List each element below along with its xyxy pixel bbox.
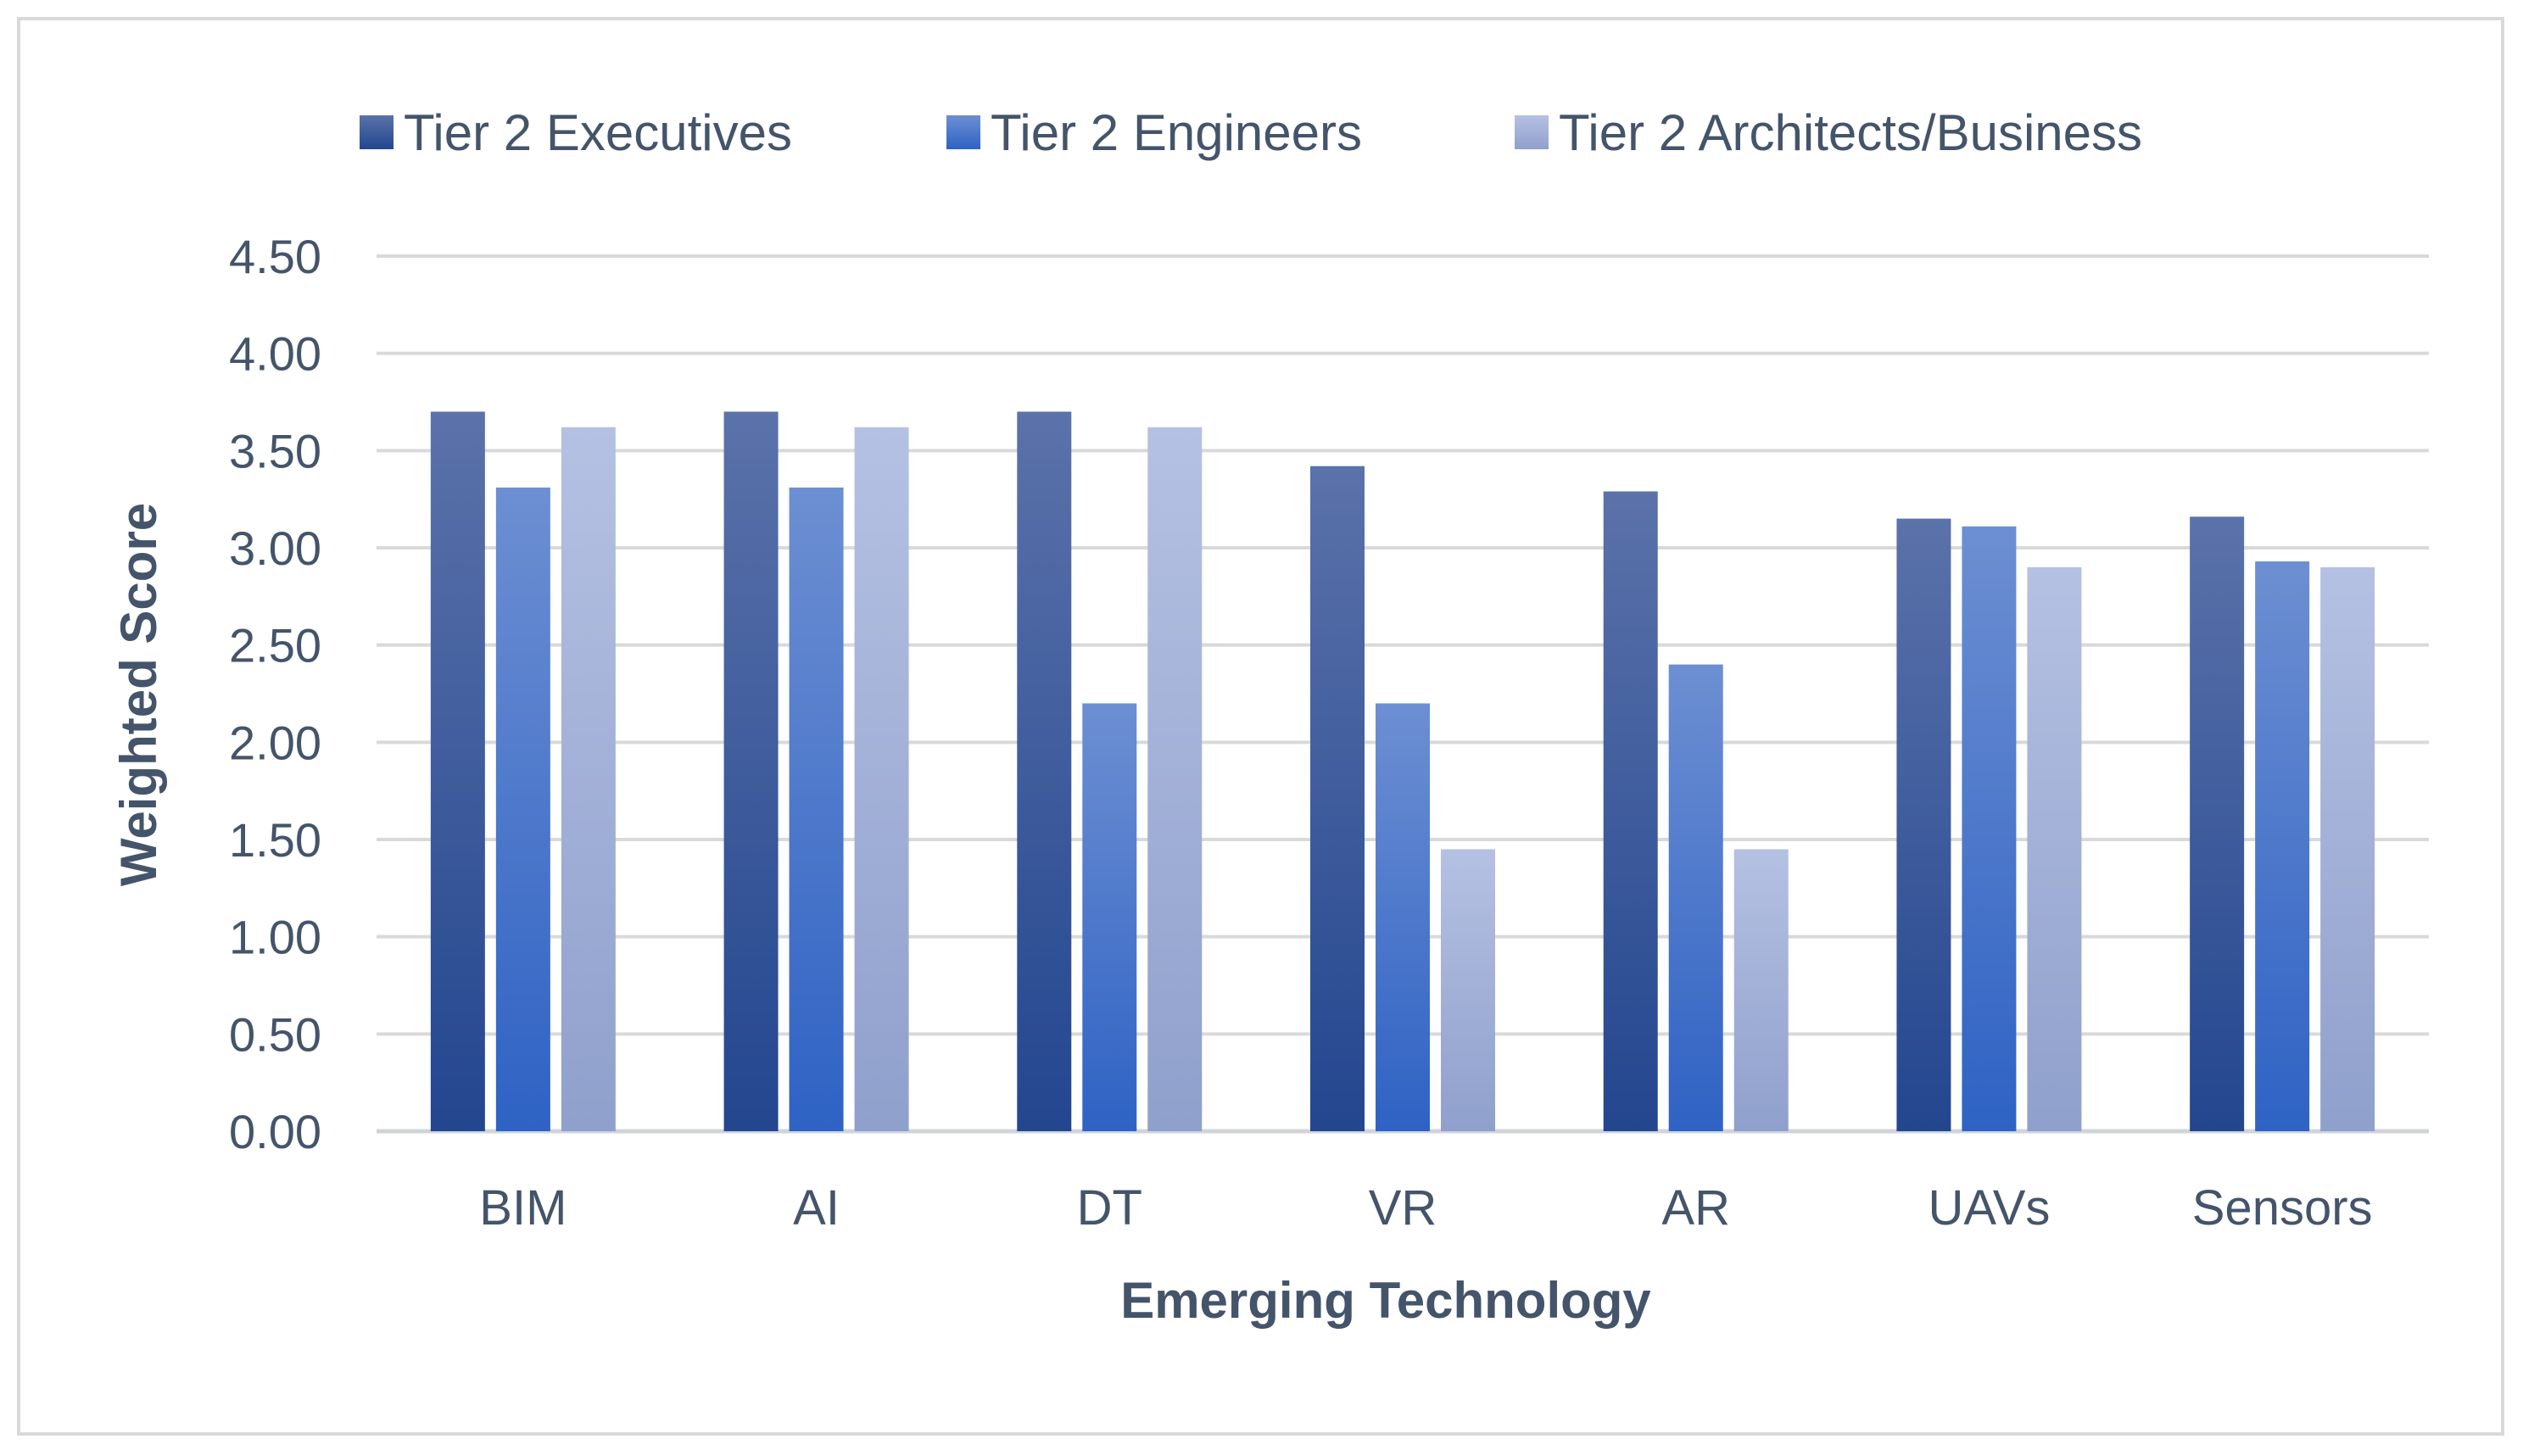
y-tick-label: 3.50 [229, 424, 321, 477]
bar-dt-series-1 [1017, 411, 1072, 1131]
y-axis-ticks: 0.00 0.50 1.00 1.50 2.00 2.50 3.00 3.50 4.00 4.50 [229, 230, 321, 1158]
bar-ar-series-2 [1668, 664, 1723, 1131]
bar-ar-series-3 [1733, 849, 1789, 1131]
x-axis-ticks: BIM AI DT VR AR UAVs Sensors [479, 1180, 2372, 1236]
chart-frame: Tier 2 Executives Tier 2 Engineers Tier 2 … [17, 17, 2504, 1436]
bar-vr-series-3 [1441, 849, 1495, 1131]
bar-sensors-series-3 [2320, 566, 2375, 1131]
bar-sensors-series-1 [2190, 516, 2245, 1131]
bar-ar-series-1 [1603, 491, 1658, 1131]
legend-label: Tier 2 Executives [404, 104, 792, 161]
x-tick-label: BIM [479, 1180, 567, 1236]
x-tick-label: AR [1661, 1180, 1730, 1236]
legend-label: Tier 2 Architects/Business [1559, 104, 2142, 161]
bar-vr-series-2 [1376, 703, 1430, 1131]
bar-chart: Tier 2 Executives Tier 2 Engineers Tier 2 … [110, 104, 2429, 1329]
y-tick-label: 1.50 [229, 813, 321, 867]
x-tick-label: DT [1077, 1180, 1142, 1236]
bar-vr-series-1 [1310, 466, 1365, 1131]
y-tick-label: 3.00 [229, 522, 321, 575]
legend-swatch [946, 115, 980, 149]
bar-uavs-series-1 [1896, 518, 1951, 1131]
legend-label: Tier 2 Engineers [991, 104, 1362, 161]
bar-uavs-series-2 [1962, 526, 2017, 1131]
bar-sensors-series-2 [2255, 561, 2310, 1131]
x-axis-title: Emerging Technology [1120, 1272, 1651, 1329]
y-tick-label: 0.00 [229, 1105, 321, 1158]
x-tick-label: Sensors [2192, 1180, 2373, 1236]
bar-ai-series-3 [854, 427, 909, 1131]
x-tick-label: AI [793, 1180, 840, 1236]
y-axis-title: Weighted Score [110, 503, 167, 886]
y-tick-label: 1.00 [229, 911, 321, 964]
y-tick-label: 2.50 [229, 619, 321, 672]
y-tick-label: 0.50 [229, 1007, 321, 1061]
bars [430, 411, 2375, 1131]
bar-dt-series-2 [1082, 703, 1137, 1131]
bar-ai-series-2 [789, 487, 844, 1131]
bar-uavs-series-3 [2027, 566, 2082, 1131]
y-tick-label: 2.00 [229, 716, 321, 769]
x-tick-label: UAVs [1928, 1180, 2050, 1236]
bar-bim-series-3 [561, 427, 616, 1131]
legend: Tier 2 Executives Tier 2 Engineers Tier 2 … [360, 104, 2142, 161]
y-tick-label: 4.00 [229, 327, 321, 381]
bar-dt-series-3 [1147, 427, 1203, 1131]
bar-bim-series-2 [495, 487, 550, 1131]
bar-bim-series-1 [430, 411, 485, 1131]
x-tick-label: VR [1369, 1180, 1437, 1236]
bar-ai-series-1 [723, 411, 779, 1131]
legend-swatch [1515, 115, 1549, 149]
y-tick-label: 4.50 [229, 230, 321, 283]
legend-swatch [360, 115, 394, 149]
